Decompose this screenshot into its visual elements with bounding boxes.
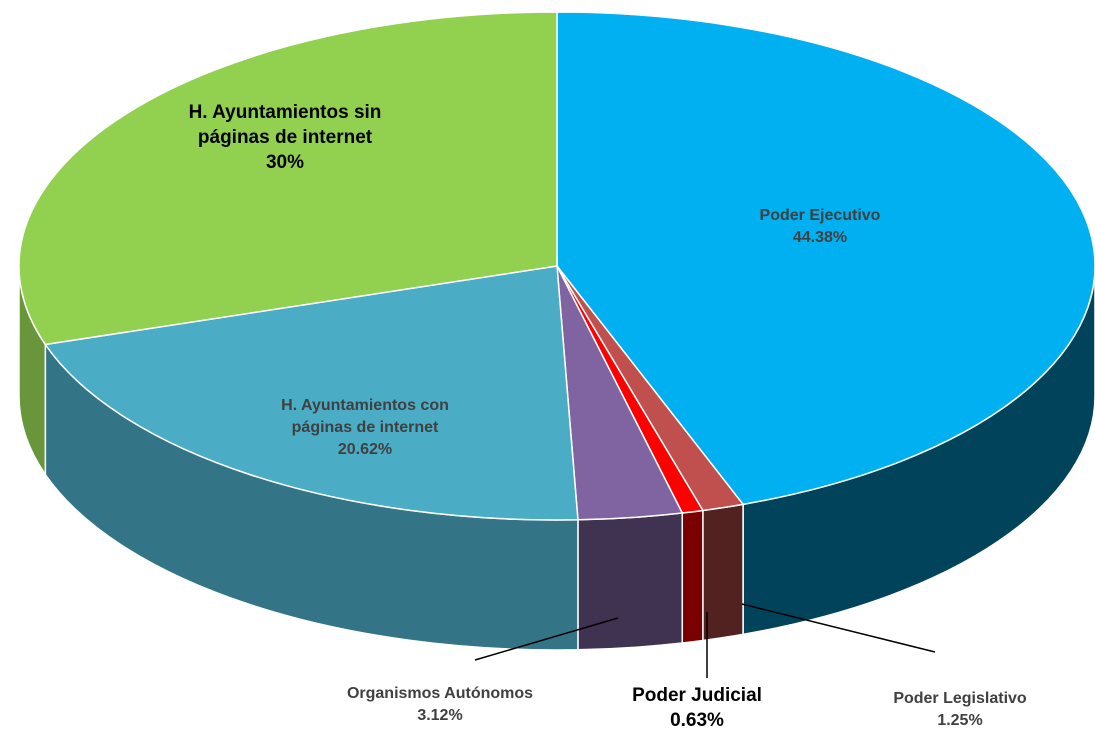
slice-label: Poder Ejecutivo 44.38% <box>725 205 915 249</box>
label-value: 20.62% <box>337 441 393 458</box>
label-value: 44.38% <box>792 229 848 246</box>
leader-line <box>741 603 936 653</box>
slice-label: Poder Legislativo 1.25% <box>860 688 1060 732</box>
leader-line <box>474 617 619 661</box>
label-name: H. Ayuntamientos con páginas de internet <box>281 397 449 436</box>
label-name: Poder Legislativo <box>893 690 1027 707</box>
label-value: 3.12% <box>417 707 463 724</box>
label-value: 0.63% <box>670 710 724 731</box>
slice-label: H. Ayuntamientos sin páginas de internet… <box>160 100 410 175</box>
slice <box>44 265 579 521</box>
slice-label: Poder Judicial 0.63% <box>597 683 797 733</box>
slice-side <box>702 503 744 642</box>
slice-side <box>681 509 704 644</box>
label-name: Poder Judicial <box>632 685 762 706</box>
label-name: H. Ayuntamientos sin páginas de internet <box>188 102 382 148</box>
slice-side <box>577 512 684 651</box>
label-value: 30% <box>265 152 305 173</box>
tops <box>18 11 1095 521</box>
slice <box>18 11 558 346</box>
slice-label: H. Ayuntamientos con páginas de internet… <box>250 395 480 461</box>
label-name: Poder Ejecutivo <box>759 207 881 224</box>
slice-label: Organismos Autónomos 3.12% <box>310 683 570 727</box>
label-value: 1.25% <box>937 712 983 729</box>
label-name: Organismos Autónomos <box>346 685 534 702</box>
leader-lines <box>474 603 936 678</box>
slice <box>556 11 1095 506</box>
sides <box>18 265 1095 651</box>
